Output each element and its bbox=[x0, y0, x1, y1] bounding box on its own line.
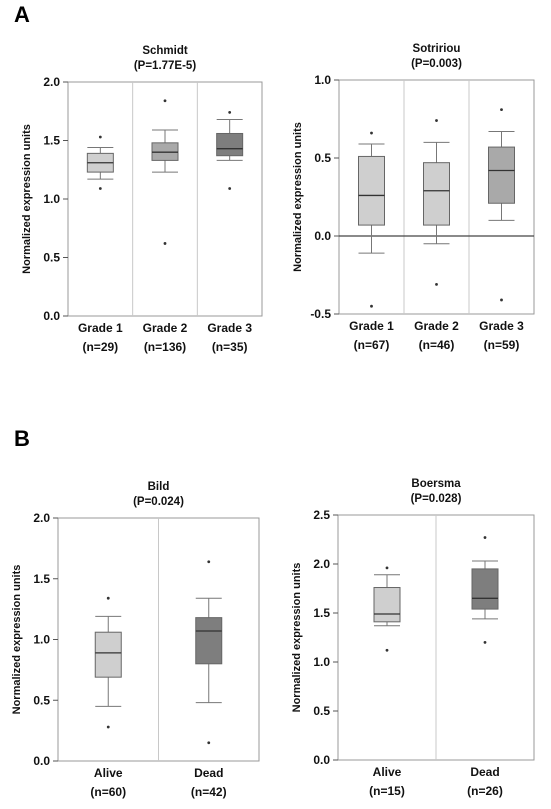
y-tick-label: 0.0 bbox=[313, 753, 330, 767]
outlier-point bbox=[207, 741, 211, 745]
y-tick-label: 1.5 bbox=[313, 606, 330, 620]
schmidt-chart: 0.0 0.5 1.0 1.5 2.0 Normalized expression uni… bbox=[21, 45, 263, 354]
panel-label-a: A bbox=[14, 2, 30, 27]
y-axis-label: Normalized expression units bbox=[292, 122, 304, 272]
outlier-point bbox=[98, 187, 102, 190]
iqr-box bbox=[358, 155, 385, 226]
iqr-box bbox=[195, 617, 223, 665]
category-label: Alive bbox=[94, 766, 123, 780]
boersma-chart: 0.0 0.5 1.0 1.5 2.0 2.5 Normalized expression … bbox=[291, 478, 535, 798]
y-tick-label: 0.5 bbox=[314, 151, 331, 165]
sample-size-label: (n=46) bbox=[419, 338, 455, 352]
box-grade-3: Grade 3 (n=59) bbox=[479, 108, 524, 352]
outlier-point bbox=[106, 596, 110, 600]
sample-size-label: (n=26) bbox=[467, 784, 503, 798]
panel-label-b: B bbox=[14, 426, 30, 451]
y-tick-label: 0.0 bbox=[43, 309, 60, 323]
chart-subtitle: (P=1.77E-5) bbox=[134, 60, 196, 72]
outlier-point bbox=[207, 560, 211, 564]
outlier-point bbox=[98, 135, 102, 139]
box-grade-1: Grade 1 (n=67) bbox=[349, 131, 394, 352]
outlier-point bbox=[435, 119, 438, 122]
y-tick-label: 0.5 bbox=[313, 704, 330, 718]
sample-size-label: (n=15) bbox=[369, 784, 405, 798]
plot-frame bbox=[67, 81, 263, 317]
y-tick-label: 2.0 bbox=[43, 75, 60, 89]
outlier-point bbox=[385, 648, 389, 652]
outlier-point bbox=[228, 111, 232, 114]
outlier-point bbox=[500, 298, 503, 302]
sotiriou-chart: -0.5 0.0 0.5 1.0 Normalized expression units… bbox=[292, 43, 535, 352]
category-label: Alive bbox=[373, 765, 402, 779]
category-label: Grade 2 bbox=[414, 319, 459, 333]
outlier-point bbox=[163, 99, 167, 103]
outlier-point bbox=[228, 187, 232, 190]
y-axis-label: Normalized expression units bbox=[11, 565, 23, 715]
y-tick-label: 1.0 bbox=[313, 655, 330, 669]
y-tick-label: 1.0 bbox=[33, 633, 50, 647]
chart-subtitle: (P=0.024) bbox=[133, 496, 184, 508]
box-grade-1: Grade 1 (n=29) bbox=[78, 135, 123, 354]
sample-size-label: (n=35) bbox=[212, 340, 248, 354]
sample-size-label: (n=136) bbox=[144, 340, 186, 354]
category-label: Grade 3 bbox=[479, 319, 524, 333]
outlier-point bbox=[483, 641, 487, 644]
y-tick-label: -0.5 bbox=[310, 307, 331, 321]
y-tick-label: 0.5 bbox=[33, 693, 50, 707]
sample-size-label: (n=67) bbox=[354, 338, 390, 352]
y-tick-label: 1.5 bbox=[33, 572, 50, 586]
box-grade-3: Grade 3 (n=35) bbox=[207, 111, 252, 354]
iqr-box bbox=[423, 162, 450, 226]
iqr-box bbox=[471, 568, 499, 610]
sample-size-label: (n=59) bbox=[484, 338, 520, 352]
iqr-box bbox=[488, 146, 515, 204]
iqr-box bbox=[373, 587, 401, 623]
box-alive: Alive (n=15) bbox=[369, 566, 405, 798]
category-label: Grade 2 bbox=[143, 321, 188, 335]
y-tick-label: 1.5 bbox=[43, 134, 60, 148]
category-label: Grade 3 bbox=[207, 321, 252, 335]
y-tick-label: 0.5 bbox=[43, 251, 60, 265]
box-grade-2: Grade 2 (n=46) bbox=[414, 119, 459, 352]
iqr-box bbox=[94, 631, 122, 678]
chart-title: Sotririou bbox=[413, 43, 461, 55]
outlier-point bbox=[385, 566, 389, 570]
y-tick-label: 1.0 bbox=[43, 192, 60, 206]
y-axis-label: Normalized expression units bbox=[21, 124, 33, 274]
sample-size-label: (n=42) bbox=[191, 785, 227, 799]
y-tick-label: 2.0 bbox=[33, 511, 50, 525]
outlier-point bbox=[483, 536, 487, 539]
category-label: Grade 1 bbox=[78, 321, 123, 335]
y-tick-label: 2.5 bbox=[313, 508, 330, 522]
chart-title: Boersma bbox=[411, 478, 461, 490]
plot-frame bbox=[338, 79, 535, 315]
box-dead: Dead (n=26) bbox=[467, 536, 503, 798]
bild-chart: 0.0 0.5 1.0 1.5 2.0 Normalized expression uni… bbox=[11, 481, 260, 799]
iqr-box bbox=[216, 132, 244, 157]
box-grade-2: Grade 2 (n=136) bbox=[143, 99, 188, 354]
box-dead: Dead (n=42) bbox=[191, 560, 227, 799]
y-tick-label: 2.0 bbox=[313, 557, 330, 571]
outlier-point bbox=[163, 242, 167, 245]
chart-title: Bild bbox=[148, 481, 170, 493]
y-tick-label: 1.0 bbox=[314, 73, 331, 87]
y-tick-label: 0.0 bbox=[314, 229, 331, 243]
box-alive: Alive (n=60) bbox=[90, 596, 126, 799]
outlier-point bbox=[370, 131, 373, 135]
chart-subtitle: (P=0.028) bbox=[411, 493, 462, 505]
category-label: Grade 1 bbox=[349, 319, 394, 333]
sample-size-label: (n=29) bbox=[82, 340, 118, 354]
outlier-point bbox=[370, 304, 373, 308]
outlier-point bbox=[106, 725, 110, 729]
chart-subtitle: (P=0.003) bbox=[411, 58, 462, 70]
category-label: Dead bbox=[194, 766, 223, 780]
y-axis-label: Normalized expression units bbox=[291, 563, 303, 713]
y-tick-label: 0.0 bbox=[33, 754, 50, 768]
chart-title: Schmidt bbox=[142, 45, 188, 57]
category-label: Dead bbox=[470, 765, 499, 779]
sample-size-label: (n=60) bbox=[90, 785, 126, 799]
outlier-point bbox=[500, 108, 503, 112]
outlier-point bbox=[435, 282, 438, 286]
